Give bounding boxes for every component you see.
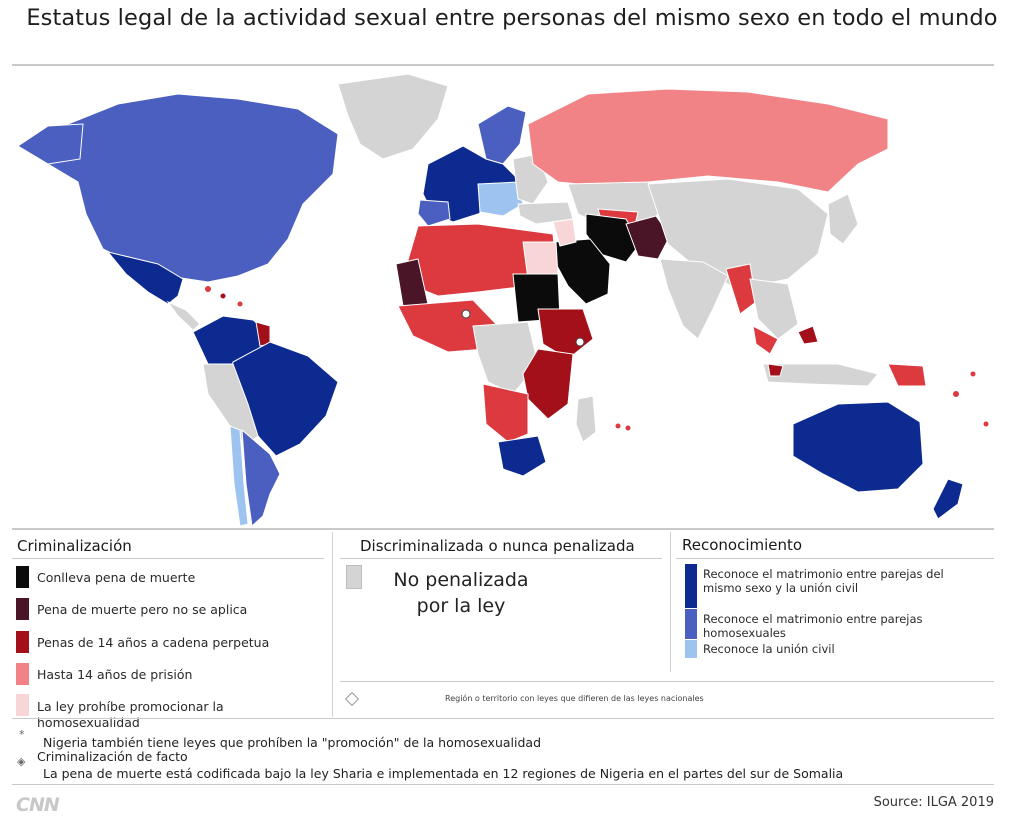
- region-pacific-1: [953, 391, 959, 397]
- swatch-not-penalized: [346, 565, 362, 589]
- region-afghanistan: [625, 215, 671, 260]
- region-caribbean-2: [220, 293, 226, 299]
- region-scandinavia: [477, 105, 527, 165]
- region-greenland: [337, 73, 449, 160]
- region-indian-ocean-1: [615, 423, 621, 429]
- region-note-divider: [340, 681, 994, 682]
- label-not-penalized: No penalizada por la ley: [393, 569, 529, 617]
- title-divider: [12, 64, 994, 66]
- region-central-europe: [477, 181, 524, 217]
- label-promotion: La ley prohíbe promocionar la homosexual…: [37, 699, 224, 730]
- swatch-union: [685, 640, 697, 658]
- region-southern-central-africa: [482, 383, 529, 443]
- region-pacific-2: [970, 371, 976, 377]
- region-caribbean-1: [205, 286, 211, 292]
- region-south-africa: [497, 435, 547, 477]
- region-papua: [887, 363, 927, 387]
- legend-divider-1: [332, 532, 333, 717]
- star-icon: *: [19, 728, 25, 741]
- region-indonesia: [762, 363, 879, 387]
- region-chile: [229, 425, 249, 527]
- legend-divider: [12, 528, 994, 530]
- region-argentina: [241, 428, 281, 528]
- region-aceh: [767, 363, 784, 377]
- recognition-underline: [676, 558, 994, 559]
- note-sharia: La pena de muerte está codificada bajo l…: [43, 766, 844, 781]
- swatch-marriage: [685, 609, 697, 639]
- de-facto-icon: ◈: [17, 755, 26, 768]
- footer-divider: [12, 784, 994, 785]
- region-malaysia: [752, 325, 779, 355]
- swatch-life: [16, 631, 29, 653]
- region-pacific-3: [983, 421, 989, 427]
- region-north-america: [16, 93, 339, 283]
- label-life: Penas de 14 años a cadena perpetua: [37, 635, 270, 650]
- swatch-promotion: [16, 694, 29, 716]
- diamond-icon: [344, 691, 360, 707]
- region-new-zealand: [932, 478, 964, 520]
- region-east-africa: [522, 348, 574, 420]
- region-russia: [527, 88, 889, 193]
- swatch-death-not-applied: [16, 598, 29, 620]
- map-title: Estatus legal de la actividad sexual ent…: [26, 5, 998, 31]
- region-australia: [792, 401, 924, 493]
- legend-divider-2: [670, 532, 671, 672]
- region-note: Región o territorio con leyes que difier…: [445, 694, 704, 703]
- region-southeast-asia: [749, 278, 799, 340]
- note-de-facto-label: Criminalización de facto: [37, 749, 188, 764]
- region-madagascar: [575, 395, 597, 443]
- label-death-not-applied: Pena de muerte pero no se aplica: [37, 602, 248, 617]
- region-egypt: [522, 241, 559, 280]
- label-death: Conlleva pena de muerte: [37, 570, 196, 585]
- legend-criminalization-title: Criminalización: [17, 537, 132, 555]
- source-label: Source: ILGA 2019: [873, 795, 994, 810]
- note-star: Nigeria también tiene leyes que prohíben…: [43, 735, 541, 750]
- region-horn-africa: [537, 308, 594, 360]
- de-facto-marker-nigeria: [461, 309, 471, 319]
- notes-divider: [12, 718, 994, 719]
- label-union: Reconoce la unión civil: [703, 642, 835, 656]
- swatch-death: [16, 566, 29, 588]
- region-caribbean-3: [237, 301, 243, 307]
- region-iberia: [417, 199, 451, 227]
- decriminalized-underline: [340, 558, 662, 559]
- legend-decriminalized-title: Discriminalizada o nunca penalizada: [360, 537, 635, 555]
- region-brunei: [797, 325, 819, 345]
- region-alaska: [17, 123, 84, 165]
- region-indian-ocean-2: [625, 425, 631, 431]
- swatch-marriage-union: [685, 564, 697, 608]
- label-marriage-union: Reconoce el matrimonio entre parejas del…: [703, 567, 944, 595]
- label-up14: Hasta 14 años de prisión: [37, 667, 193, 682]
- criminalization-underline: [12, 558, 324, 559]
- cnn-logo: CNN: [16, 794, 60, 816]
- region-levant: [552, 218, 577, 247]
- swatch-up14: [16, 663, 29, 685]
- region-central-america: [166, 300, 201, 331]
- region-korea-japan: [827, 193, 859, 245]
- region-india: [659, 258, 729, 340]
- label-marriage: Reconoce el matrimonio entre parejas hom…: [703, 612, 923, 640]
- de-facto-marker-somalia: [575, 337, 585, 347]
- region-mexico: [106, 251, 184, 305]
- legend-recognition-title: Reconocimiento: [682, 536, 803, 554]
- world-map: [8, 64, 1014, 528]
